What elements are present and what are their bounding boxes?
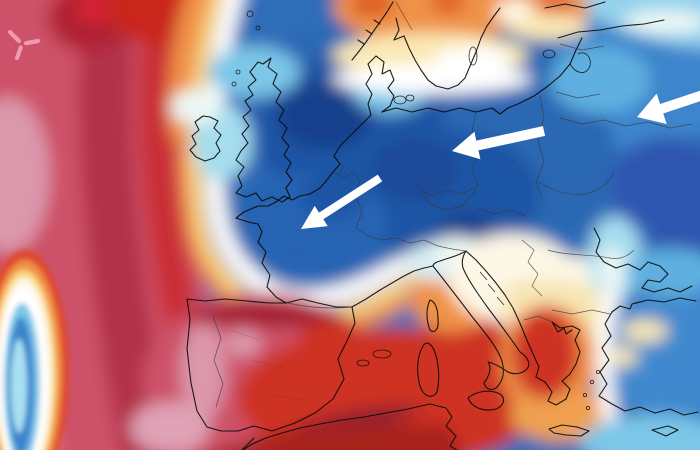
- anomaly-blob: [373, 140, 457, 200]
- flow-arrow-icon: [452, 126, 546, 160]
- coastline-italy: [432, 250, 530, 391]
- anomaly-blob: [210, 46, 300, 98]
- coastline-crete: [548, 424, 590, 437]
- coastline-funen: [405, 94, 415, 102]
- anomaly-blob: [225, 329, 261, 357]
- coastline-islet: [246, 10, 254, 18]
- border-pyrenees: [287, 302, 353, 309]
- coastline-estonia-finland: [544, 1, 665, 39]
- map-symbol-icon: [7, 29, 22, 44]
- coastline-sicily: [467, 390, 505, 411]
- anomaly-blob: [170, 89, 222, 125]
- coastline-aegean-isle: [590, 379, 595, 384]
- anomaly-blob: [277, 81, 373, 149]
- coastline-sweden: [393, 7, 501, 90]
- anomaly-blob: [599, 247, 625, 293]
- anomaly-blob: [608, 347, 638, 367]
- border-benelux: [335, 159, 345, 175]
- coastline-north-africa: [241, 403, 458, 450]
- anomaly-blob: [623, 10, 700, 34]
- coastline-dalmatian-islands: [479, 271, 505, 306]
- coastline-corsica: [426, 299, 439, 333]
- flow-arrows-layer: [301, 90, 700, 229]
- coastline-aegean-isle: [583, 392, 588, 397]
- flow-arrow-icon: [637, 90, 700, 124]
- coastline-norway: [351, 1, 394, 61]
- country-borders-layer: [212, 1, 693, 408]
- anomaly-blob: [622, 319, 668, 343]
- anomaly-blob: [190, 302, 355, 328]
- anomaly-blob: [130, 402, 210, 450]
- border-poland-east: [535, 95, 545, 199]
- atlantic-cold-pool-rings: [0, 250, 69, 450]
- coastline-baltic-south: [381, 37, 583, 115]
- cold-pool-core: [11, 339, 27, 433]
- border-carpathians: [537, 171, 615, 195]
- coastline-gulf-of-riga: [569, 52, 591, 73]
- coastline-turkey: [598, 297, 699, 416]
- map-symbol-icon: [14, 45, 23, 61]
- border-baltics: [555, 43, 605, 99]
- coastline-islet: [231, 81, 237, 87]
- anomaly-blob: [600, 290, 700, 418]
- anomaly-blob: [219, 423, 461, 450]
- coastline-denmark: [365, 55, 395, 116]
- coastline-zealand: [393, 95, 407, 105]
- coastline-ireland: [189, 115, 222, 162]
- map-symbol-icon: [23, 38, 41, 46]
- border-balkans-south: [523, 309, 611, 323]
- coastline-gotland: [468, 46, 478, 66]
- coastline-aegean-isle: [586, 405, 591, 410]
- anomaly-blob: [580, 415, 700, 450]
- flow-arrow-icon: [301, 174, 383, 229]
- coastline-greece: [533, 321, 581, 406]
- wind-marker-layer: [7, 29, 41, 61]
- coastline-mallorca: [372, 349, 392, 359]
- anomaly-blob: [76, 0, 116, 23]
- anomaly-blob: [512, 309, 578, 399]
- coastline-north-sea-channel: [235, 114, 372, 304]
- anomaly-blob: [300, 174, 364, 218]
- anomaly-blob: [350, 0, 394, 17]
- anomaly-blob: [288, 320, 372, 424]
- anomaly-blob: [180, 324, 226, 420]
- border-portugal-spain: [212, 315, 224, 408]
- border-serbia: [521, 239, 543, 297]
- coastline-french-riviera: [351, 265, 434, 308]
- coastline-iberia: [186, 298, 356, 432]
- coastline-sardinia: [417, 342, 440, 397]
- coastlines-layer: [186, 1, 699, 450]
- border-danube-south: [547, 249, 635, 259]
- border-norway-sweden: [395, 1, 413, 31]
- border-ukraine-north: [559, 117, 693, 129]
- coastline-saaremaa: [542, 49, 556, 59]
- anomaly-blob: [510, 390, 614, 442]
- border-austria-hungary: [477, 207, 527, 217]
- coastline-islet: [255, 25, 261, 31]
- coastline-ibiza: [356, 359, 370, 367]
- border-czechia: [419, 185, 479, 211]
- coastline-great-britain: [235, 57, 293, 203]
- coastline-black-sea-north: [593, 227, 693, 293]
- coastline-islet: [235, 69, 241, 75]
- border-rhine-alps: [332, 171, 467, 252]
- anomaly-blob: [508, 14, 588, 40]
- coastline-adriatic-east: [465, 250, 535, 357]
- anomaly-blob: [550, 46, 650, 114]
- anomaly-blob: [431, 0, 465, 13]
- anomaly-blob: [0, 97, 50, 253]
- coastline-cyprus: [651, 425, 679, 437]
